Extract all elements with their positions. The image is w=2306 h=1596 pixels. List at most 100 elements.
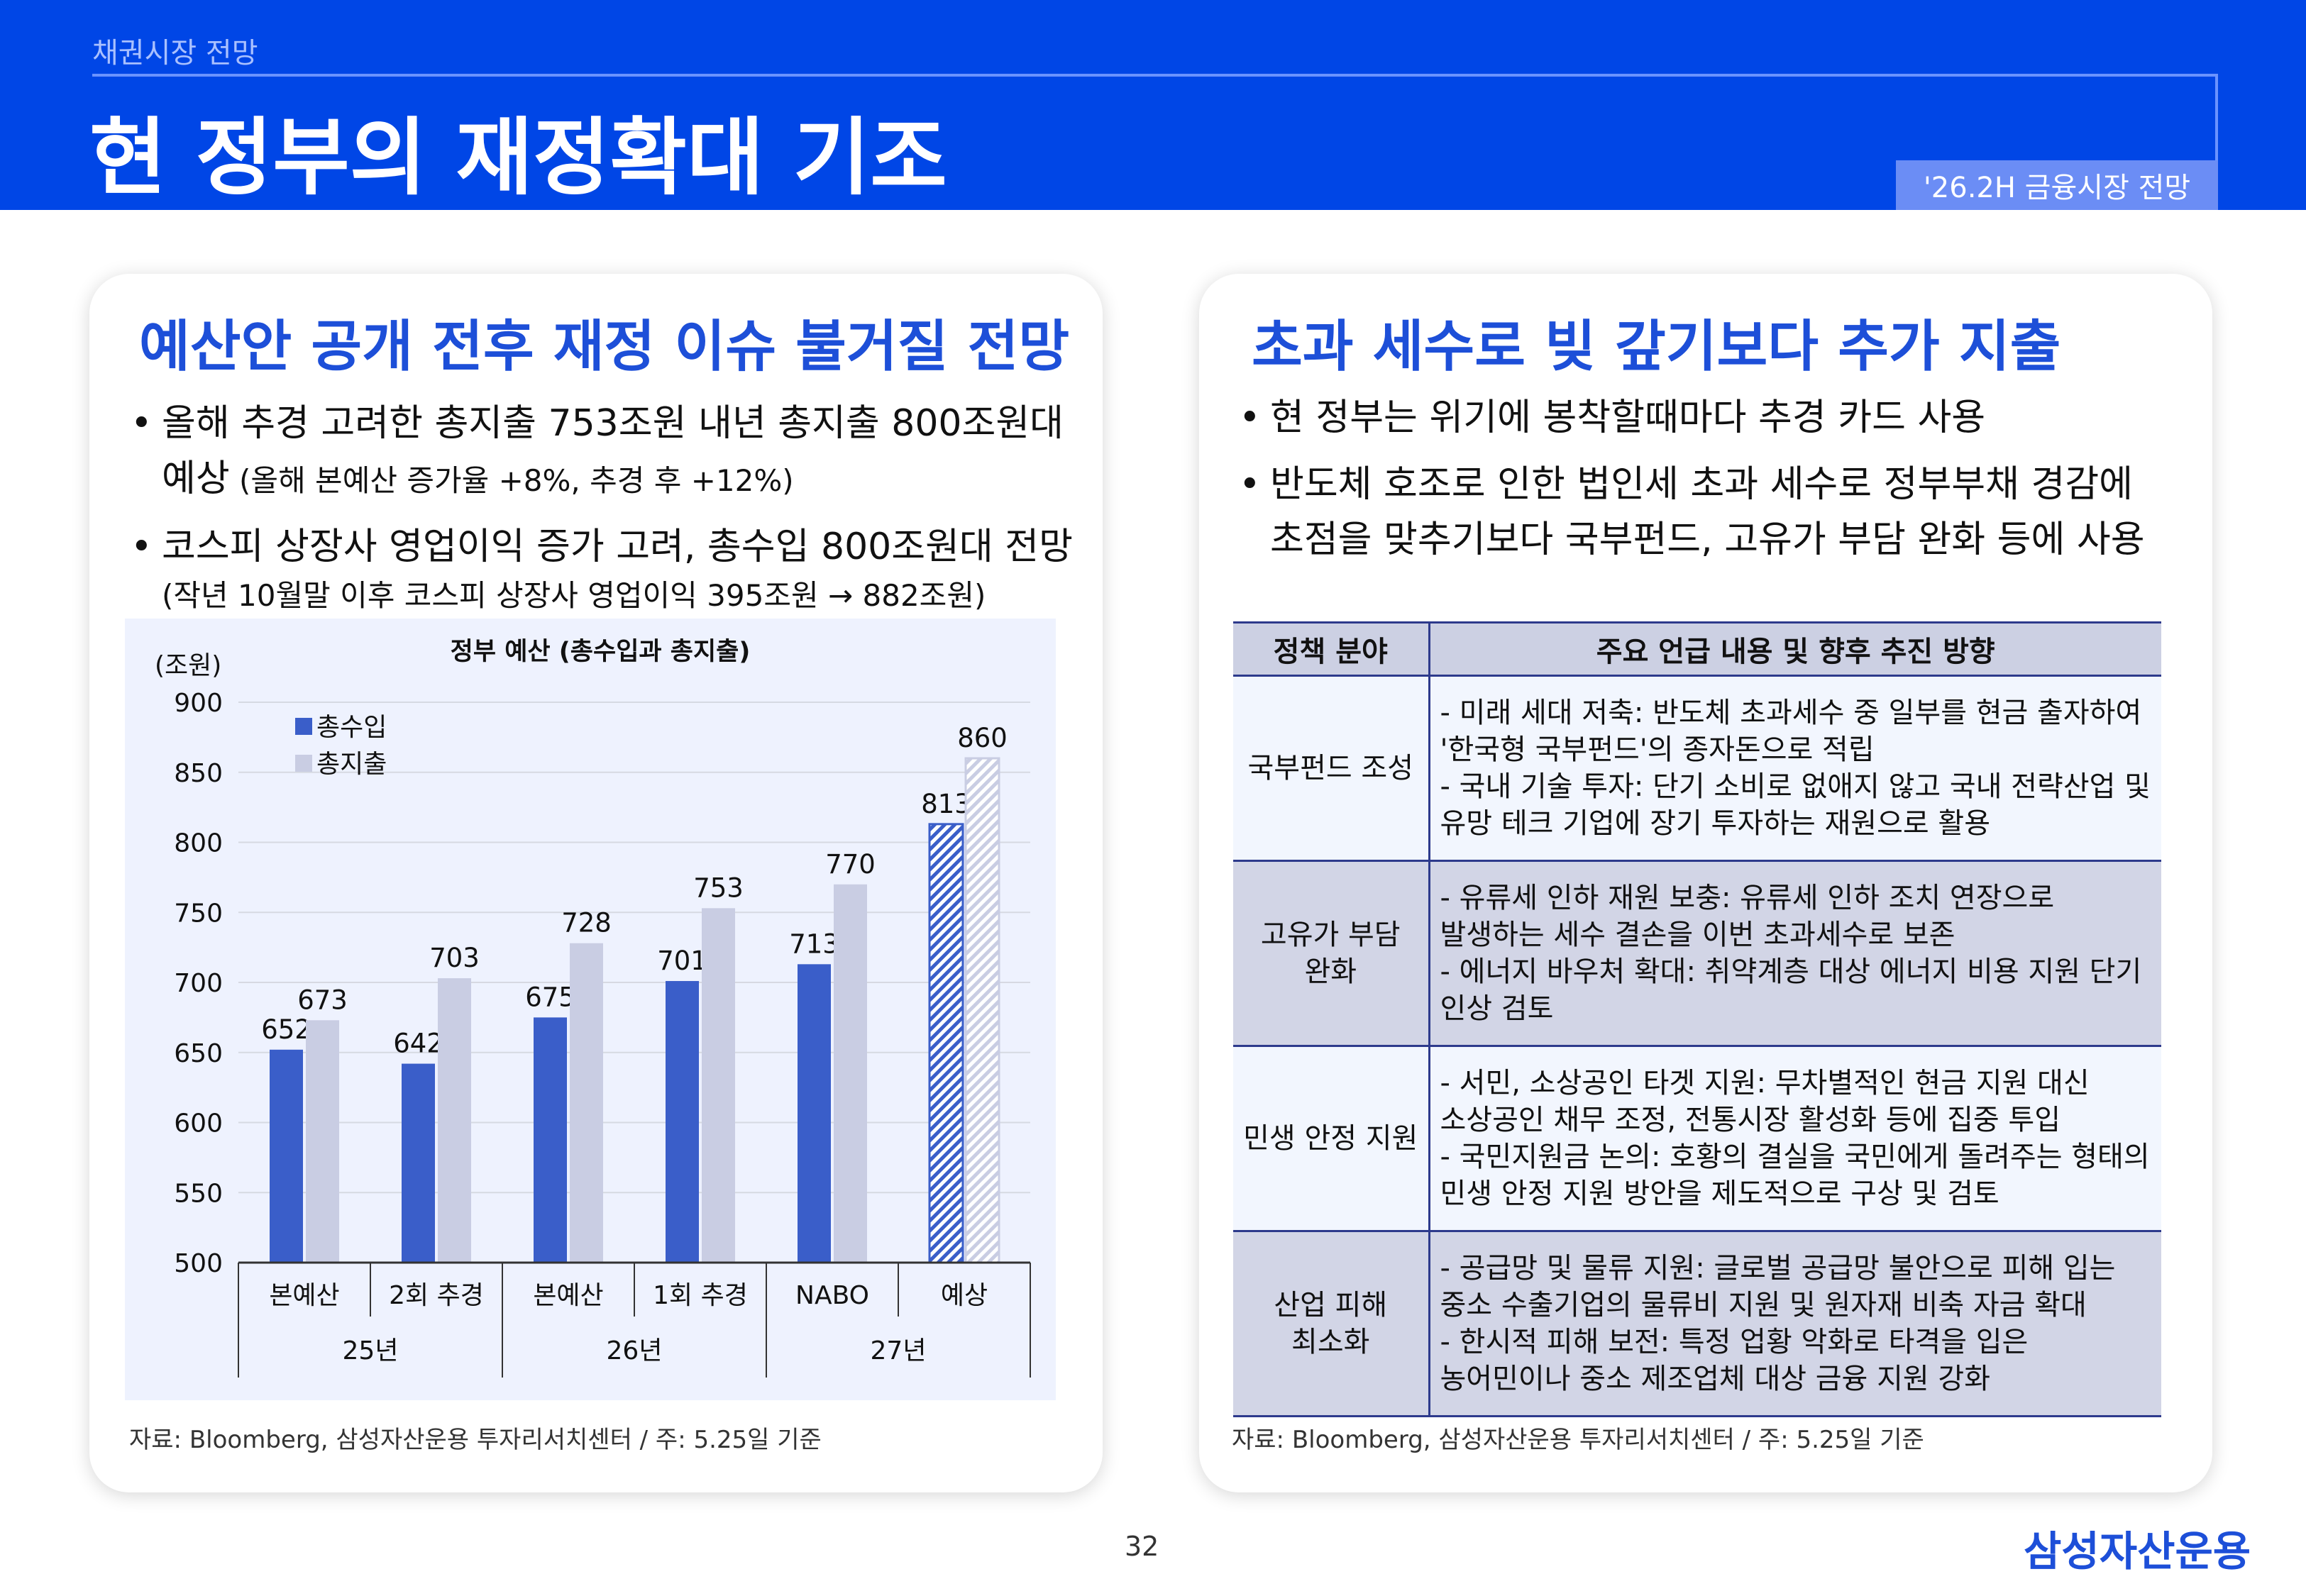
- group-label: 27년: [871, 1336, 927, 1365]
- x-tick-label: 2회 추경: [389, 1281, 484, 1310]
- data-label: 701: [657, 946, 707, 976]
- description-line: 농어민이나 중소 제조업체 대상 금융 지원 강화: [1440, 1363, 1991, 1395]
- description-line: - 한시적 피해 보전: 특정 업황 악화로 타격을 입은: [1440, 1326, 2029, 1358]
- y-tick-label: 750: [174, 899, 223, 928]
- bar-revenue: [798, 964, 831, 1263]
- description-line: 중소 수출기업의 물류비 지원 및 원자재 비축 자금 확대: [1440, 1289, 2087, 1321]
- description-line: - 국민지원금 논의: 호황의 결실을 국민에게 돌려주는 형태의: [1440, 1141, 2150, 1173]
- y-tick-label: 700: [174, 969, 223, 998]
- bar-revenue: [928, 823, 964, 1264]
- y-tick-label: 550: [174, 1179, 223, 1208]
- right-panel-title: 초과 세수로 빚 갚기보다 추가 지출: [1252, 315, 2061, 379]
- left-source-note: 자료: Bloomberg, 삼성자산운용 투자리서치센터 / 주: 5.25일…: [129, 1426, 822, 1454]
- data-label: 860: [957, 723, 1008, 753]
- description-line: 발생하는 세수 결손을 이번 초과세수로 보존: [1440, 919, 1955, 951]
- description-line: 소상공인 채무 조정, 전통시장 활성화 등에 집중 투입: [1440, 1104, 2061, 1136]
- x-tick-label: NABO: [795, 1281, 869, 1310]
- chart-title: 정부 예산 (총수입과 총지출): [451, 638, 751, 666]
- description-line: 유망 테크 기업에 장기 투자하는 재원으로 활용: [1440, 807, 1991, 840]
- right-bullet-2: • 반도체 호조로 인한 법인세 초과 세수로 정부부채 경감에 초점을 맞추기…: [1239, 457, 2145, 567]
- bar-revenue: [402, 1063, 435, 1263]
- data-label: 813: [921, 789, 971, 819]
- legend-label: 총수입: [316, 713, 387, 742]
- table-row: 민생 안정 지원 - 서민, 소상공인 타겟 지원: 무차별적인 현금 지원 대…: [1233, 1046, 2161, 1232]
- table-cell-description: - 서민, 소상공인 타겟 지원: 무차별적인 현금 지원 대신 소상공인 채무…: [1429, 1046, 2161, 1232]
- description-line: '한국형 국부펀드'의 종자돈으로 적립: [1440, 733, 1875, 766]
- x-tick-label: 본예산: [533, 1281, 603, 1310]
- breadcrumb: 채권시장 전망: [92, 37, 258, 70]
- bullet-dot: •: [1239, 397, 1261, 439]
- report-badge: '26.2H 금융시장 전망: [1896, 160, 2218, 210]
- bar-revenue: [270, 1049, 303, 1263]
- bar-expenditure: [964, 757, 1000, 1264]
- bar-revenue: [666, 981, 699, 1263]
- header-divider: [92, 74, 2218, 77]
- x-tick-label: 1회 추경: [653, 1281, 748, 1310]
- bar-revenue: [534, 1017, 567, 1263]
- description-line: - 유류세 인하 재원 보충: 유류세 인하 조치 연장으로: [1440, 882, 2055, 914]
- category-line: 산업 피해: [1274, 1289, 1388, 1321]
- y-axis-unit-label: (조원): [155, 651, 221, 680]
- group-label: 26년: [607, 1336, 663, 1365]
- category-line: 최소화: [1291, 1326, 1370, 1358]
- y-tick-label: 650: [174, 1039, 223, 1068]
- description-line: - 미래 세대 저축: 반도체 초과세수 중 일부를 현금 출자하여: [1440, 697, 2142, 729]
- left-bullet-2-main: 코스피 상장사 영업이익 증가 고려, 총수입 800조원대 전망: [162, 526, 1073, 568]
- left-bullet-1-sub: (올해 본예산 증가율 +8%, 추경 후 +12%): [229, 463, 794, 498]
- right-panel: 초과 세수로 빚 갚기보다 추가 지출 • 현 정부는 위기에 봉착할때마다 추…: [1199, 274, 2212, 1492]
- company-logo: 삼성자산운용: [2024, 1527, 2251, 1575]
- legend-swatch: [295, 718, 312, 735]
- data-label: 713: [789, 929, 839, 959]
- legend-label: 총지출: [316, 750, 387, 779]
- table-cell-category: 민생 안정 지원: [1233, 1046, 1430, 1232]
- table-cell-category: 국부펀드 조성: [1233, 675, 1430, 862]
- left-bullet-1: • 올해 추경 고려한 총지출 753조원 내년 총지출 800조원대 예상 (…: [131, 396, 1064, 509]
- bullet-dot: •: [1239, 463, 1261, 506]
- bar-expenditure: [438, 978, 471, 1263]
- right-bullet-1: • 현 정부는 위기에 봉착할때마다 추경 카드 사용: [1239, 390, 1985, 445]
- x-tick-label: 본예산: [269, 1281, 339, 1310]
- y-tick-label: 800: [174, 829, 223, 858]
- category-line: 고유가 부담: [1260, 919, 1401, 951]
- data-label: 703: [429, 943, 480, 973]
- left-bullet-2: • 코스피 상장사 영업이익 증가 고려, 총수입 800조원대 전망 (작년 …: [131, 519, 1073, 617]
- data-label: 652: [261, 1014, 311, 1045]
- left-bullet-1-cont: 예상: [162, 458, 230, 500]
- right-bullet-2-line2: 초점을 맞추기보다 국부펀드, 고유가 부담 완화 등에 사용: [1270, 519, 2145, 561]
- left-panel-title: 예산안 공개 전후 재정 이슈 불거질 전망: [139, 315, 1070, 379]
- page-number: 32: [1125, 1531, 1159, 1562]
- table-row: 산업 피해 최소화 - 공급망 및 물류 지원: 글로벌 공급망 불안으로 피해…: [1233, 1231, 2161, 1417]
- budget-chart-svg: 정부 예산 (총수입과 총지출) (조원) 500 550 600 650 700 750 80…: [155, 638, 1031, 1378]
- policy-table: 정책 분야 주요 언급 내용 및 향후 추진 방향 국부펀드 조성 - 미래 세…: [1233, 621, 2161, 1417]
- bar-expenditure: [570, 943, 603, 1263]
- table-row: 국부펀드 조성 - 미래 세대 저축: 반도체 초과세수 중 일부를 현금 출자…: [1233, 675, 2161, 862]
- category-line: 민생 안정 지원: [1243, 1122, 1418, 1155]
- description-line: - 서민, 소상공인 타겟 지원: 무차별적인 현금 지원 대신: [1440, 1067, 2090, 1099]
- y-tick-label: 600: [174, 1109, 223, 1138]
- y-tick-label: 850: [174, 759, 223, 788]
- table-header-row: 정책 분야 주요 언급 내용 및 향후 추진 방향: [1233, 621, 2161, 677]
- table-cell-description: - 공급망 및 물류 지원: 글로벌 공급망 불안으로 피해 입는 중소 수출기…: [1429, 1231, 2161, 1417]
- right-source-note: 자료: Bloomberg, 삼성자산운용 투자리서치센터 / 주: 5.25일…: [1232, 1426, 1924, 1454]
- page-title: 현 정부의 재정확대 기조: [89, 109, 947, 206]
- bullet-dot: •: [131, 526, 153, 568]
- table-cell-category: 산업 피해 최소화: [1233, 1231, 1430, 1417]
- table-header-description: 주요 언급 내용 및 향후 추진 방향: [1429, 621, 2161, 677]
- budget-chart: 정부 예산 (총수입과 총지출) (조원) 500 550 600 650 700 750 80…: [125, 619, 1056, 1400]
- description-line: - 국내 기술 투자: 단기 소비로 없애지 않고 국내 전략산업 및: [1440, 770, 2151, 803]
- description-line: 인상 검토: [1440, 992, 1554, 1025]
- table-header-category: 정책 분야: [1233, 621, 1430, 677]
- x-tick-label: 예상: [941, 1281, 988, 1310]
- description-line: 민생 안정 지원 방안을 제도적으로 구상 및 검토: [1440, 1177, 1999, 1210]
- left-panel: 예산안 공개 전후 재정 이슈 불거질 전망 • 올해 추경 고려한 총지출 7…: [89, 274, 1103, 1492]
- table-cell-description: - 미래 세대 저축: 반도체 초과세수 중 일부를 현금 출자하여 '한국형 …: [1429, 675, 2161, 862]
- description-line: - 공급망 및 물류 지원: 글로벌 공급망 불안으로 피해 입는: [1440, 1252, 2116, 1285]
- category-line: 완화: [1304, 955, 1357, 988]
- bar-expenditure: [834, 884, 867, 1263]
- data-label: 770: [825, 849, 876, 880]
- category-line: 국부펀드 조성: [1247, 752, 1413, 785]
- left-bullet-1-main: 올해 추경 고려한 총지출 753조원 내년 총지출 800조원대: [162, 402, 1064, 445]
- table-cell-description: - 유류세 인하 재원 보충: 유류세 인하 조치 연장으로 발생하는 세수 결…: [1429, 860, 2161, 1047]
- data-label: 673: [297, 985, 348, 1015]
- left-bullet-2-sub: (작년 10월말 이후 코스피 상장사 영업이익 395조원 → 882조원): [162, 578, 986, 613]
